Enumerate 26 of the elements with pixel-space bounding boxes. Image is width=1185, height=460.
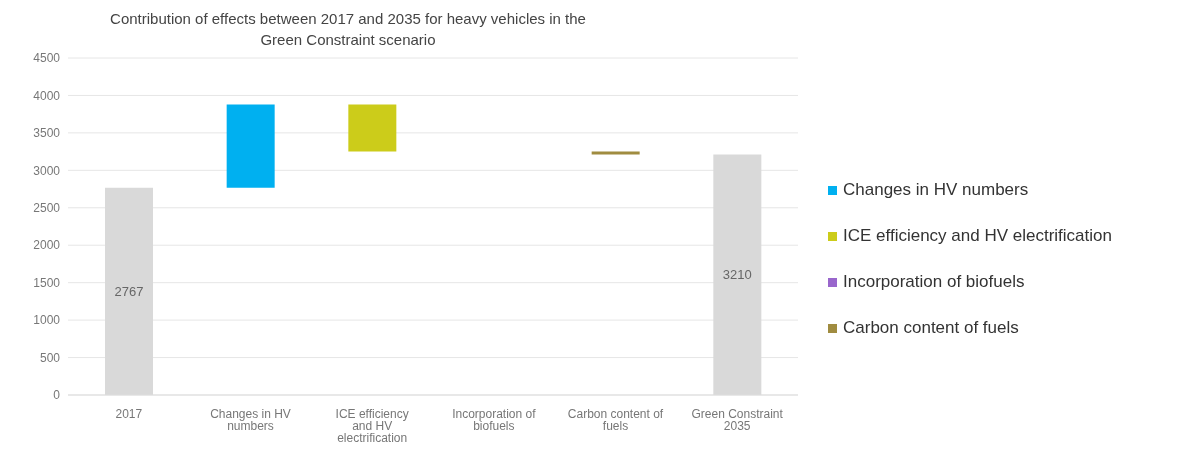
y-tick-label: 4000 — [33, 88, 61, 103]
x-tick-label: Green Constraint 2035 — [691, 406, 784, 433]
y-tick-label: 2500 — [33, 201, 61, 216]
x-tick-label: 2017 — [115, 406, 143, 421]
x-tick-label: Changes in HV numbers — [210, 406, 291, 433]
y-tick-label: 500 — [39, 350, 61, 365]
y-tick-label: 4500 — [33, 51, 61, 66]
chart-title: Contribution of effects between 2017 and 2035 for heavy vehicles in the Green Constraint scenario — [109, 9, 587, 50]
legend-label: ICE efficiency and HV electrification — [842, 226, 1112, 246]
y-tick-label: 2000 — [33, 238, 61, 253]
x-tick-label: ICE efficiency and HV electrification — [335, 406, 409, 445]
legend-label: Incorporation of biofuels — [842, 272, 1026, 292]
y-tick-label: 3500 — [33, 126, 61, 141]
data-label: 3210 — [722, 267, 752, 283]
legend-label: Changes in HV numbers — [842, 180, 1030, 200]
legend-label: Carbon content of fuels — [842, 318, 1020, 338]
x-tick-label: Carbon content of fuels — [567, 406, 664, 433]
bar — [226, 104, 275, 188]
y-tick-label: 0 — [53, 388, 61, 403]
data-label: 2767 — [114, 284, 144, 300]
bar — [591, 151, 640, 155]
x-tick-label: Incorporation of biofuels — [452, 406, 537, 433]
bar — [348, 104, 397, 152]
y-tick-label: 3000 — [33, 163, 61, 178]
y-tick-label: 1500 — [33, 275, 61, 290]
y-tick-label: 1000 — [33, 313, 61, 328]
